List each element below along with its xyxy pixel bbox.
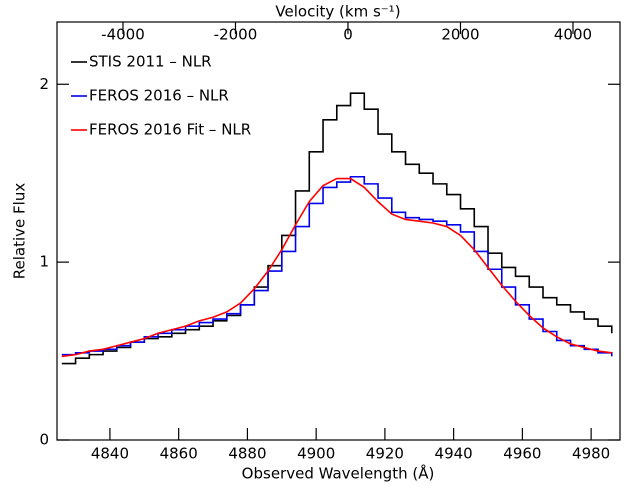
x-tick-label: 4840 — [91, 445, 129, 463]
x2-tick-label: 2000 — [441, 26, 479, 44]
x-tick-label: 4960 — [503, 445, 541, 463]
x2-axis-label: Velocity (km s⁻¹) — [275, 3, 400, 21]
x2-tick-label: -2000 — [214, 26, 258, 44]
x-tick-label: 4860 — [160, 445, 198, 463]
x-tick-label: 4880 — [228, 445, 266, 463]
series-line — [61, 177, 612, 358]
legend-label: STIS 2011 – NLR — [89, 53, 212, 71]
x-tick-label: 4920 — [366, 445, 404, 463]
plot-frame — [56, 21, 621, 441]
x-axis-label: Observed Wavelength (Å) — [242, 464, 435, 483]
legend-label: FEROS 2016 Fit – NLR — [89, 121, 251, 139]
y-tick-label: 1 — [39, 253, 49, 271]
x2-tick-label: 0 — [343, 26, 353, 44]
y-tick-label: 2 — [39, 75, 49, 93]
y-tick-label: 0 — [39, 431, 49, 449]
x-tick-label: 4980 — [572, 445, 610, 463]
x2-tick-label: -4000 — [101, 26, 145, 44]
series-line — [61, 92, 613, 365]
legend-label: FEROS 2016 – NLR — [89, 87, 229, 105]
series-line — [61, 175, 613, 357]
x-tick-label: 4900 — [297, 445, 335, 463]
x2-tick-label: 4000 — [554, 26, 592, 44]
x-tick-label: 4940 — [435, 445, 473, 463]
y-axis-label: Relative Flux — [11, 183, 29, 280]
